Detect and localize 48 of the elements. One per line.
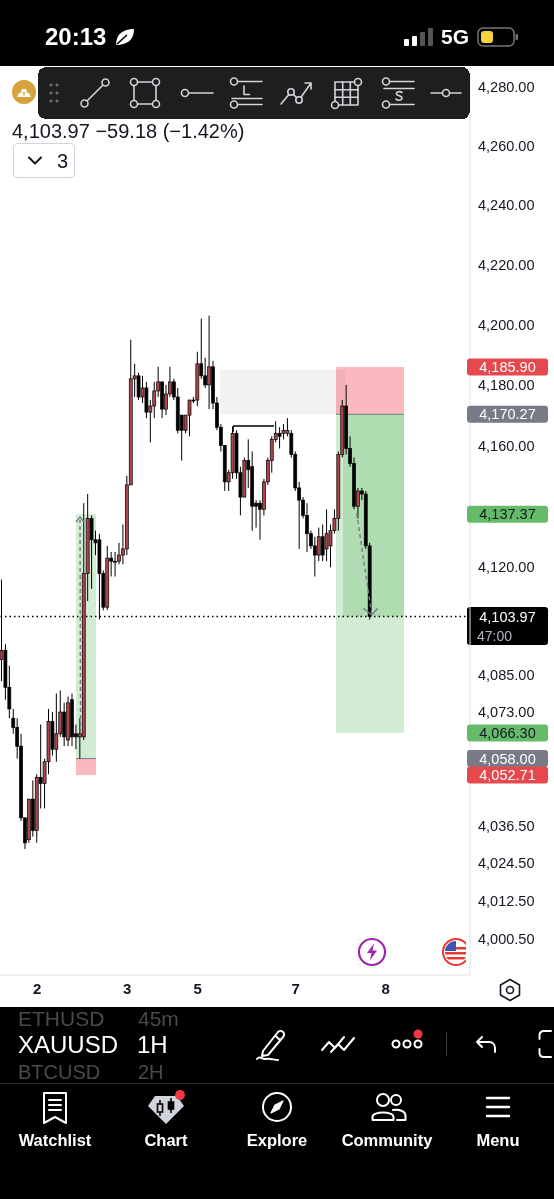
annotation: 3 <box>57 149 69 172</box>
ref-line-label: 4,103.97 <box>479 608 536 625</box>
y-tick-label: 4,280.00 <box>478 78 535 95</box>
text: ETHUSD <box>18 1007 105 1030</box>
y-tick-label: 4,036.50 <box>478 817 535 834</box>
text: 4,185.90 <box>479 359 536 376</box>
candlestick <box>316 527 321 562</box>
text: 4,052.71 <box>479 767 536 784</box>
text: Chart <box>144 1130 188 1149</box>
x-tick-label: 5 <box>193 979 202 997</box>
y-tick-label: 4,240.00 <box>478 197 535 214</box>
text: 4,137.37 <box>479 506 536 523</box>
text: 4,170.27 <box>479 406 536 423</box>
text: 47:00 <box>477 627 513 644</box>
text: Explore <box>246 1130 308 1149</box>
y-tick-label: 4,073.00 <box>478 704 535 721</box>
text: 5G <box>441 25 470 48</box>
text: 4,058.00 <box>479 750 536 767</box>
text: 2H <box>138 1060 164 1083</box>
text: 1H <box>137 1031 168 1058</box>
candlestick <box>187 399 192 437</box>
text: 45m <box>138 1007 179 1030</box>
y-tick-label: 4,160.00 <box>478 437 535 454</box>
candlestick <box>89 514 94 590</box>
y-tick-label: 4,200.00 <box>478 316 535 333</box>
y-tick-label: 4,000.50 <box>478 930 535 947</box>
y-tick-label: 4,260.00 <box>478 137 535 154</box>
text: Community <box>341 1130 433 1149</box>
text: 4,066.30 <box>479 724 536 741</box>
y-tick-label: 4,085.00 <box>478 667 535 684</box>
candlestick <box>54 693 59 763</box>
text: 20:13 <box>45 23 107 50</box>
y-tick-label: 4,024.50 <box>478 855 535 872</box>
y-tick-label: 4,220.00 <box>478 256 535 273</box>
text: XAUUSD <box>18 1031 119 1058</box>
candlestick <box>277 426 282 449</box>
x-tick-label: 8 <box>381 979 390 997</box>
text: Menu <box>476 1130 520 1149</box>
x-tick-label: 3 <box>123 979 132 997</box>
y-tick-label: 4,180.00 <box>478 377 535 394</box>
x-tick-label: 7 <box>291 979 300 997</box>
candlestick <box>207 315 211 410</box>
annotation: 4,103.97 −59.18 (−1.42%) <box>12 119 245 142</box>
text: Watchlist <box>18 1130 92 1149</box>
y-tick-label: 4,120.00 <box>478 559 535 576</box>
x-tick-label: 2 <box>33 979 42 997</box>
y-tick-label: 4,012.50 <box>478 893 535 910</box>
text: BTCUSD <box>18 1060 101 1083</box>
